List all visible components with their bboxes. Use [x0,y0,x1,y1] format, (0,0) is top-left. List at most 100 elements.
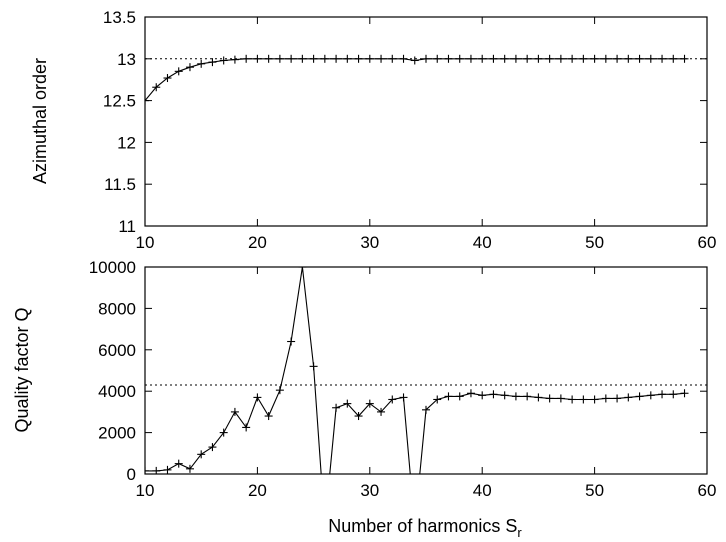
azimuthal-ticks-group: 10 20 30 40 50 60 11 11.5 12 12.5 13 13.5 [103,8,717,252]
azimuthal-series-group [145,54,689,105]
quality-data-point [388,395,397,404]
azimuthal-data-point [320,54,329,63]
azimuthal-x-tick-label: 30 [360,233,379,252]
azimuthal-data-point [152,83,161,92]
azimuthal-y-tick-label: 12.5 [103,92,136,111]
azimuthal-order-panel: 10 20 30 40 50 60 11 11.5 12 12.5 13 13.5 Azimuthal… [30,8,716,252]
azimuthal-data-point [613,54,622,63]
quality-y-tick-label: 0 [127,465,136,484]
quality-data-point [489,390,498,399]
quality-y-tick-label: 10000 [89,258,136,277]
quality-x-tick-label: 60 [698,481,717,500]
quality-ticks-group: 10 20 30 40 50 60 0 2000 4000 6000 8000 10000 [89,258,717,500]
azimuthal-data-point [354,54,363,63]
azimuthal-y-tick-label: 13.5 [103,8,136,27]
quality-data-point [646,391,655,400]
azimuthal-data-point [422,54,430,63]
quality-data-point [230,407,239,416]
quality-data-point [680,389,689,398]
quality-data-point [579,395,588,404]
quality-data-point [669,390,678,399]
quality-x-tick-label: 10 [136,481,155,500]
azimuthal-data-point [230,55,239,64]
azimuthal-data-point [478,54,487,63]
quality-data-point [185,464,194,473]
azimuthal-data-point [377,54,386,63]
quality-data-point [568,395,577,404]
quality-data-point [433,395,442,404]
quality-data-point [590,395,599,404]
azimuthal-data-point [433,54,442,63]
azimuthal-data-point [635,54,644,63]
quality-data-point [242,423,251,432]
azimuthal-data-point [444,54,453,63]
azimuthal-x-tick-label: 60 [698,233,717,252]
quality-x-tick-label: 50 [585,481,604,500]
azimuthal-data-point [309,54,318,63]
azimuthal-data-point [511,54,520,63]
quality-data-point [309,362,318,371]
quality-data-point [365,399,374,408]
azimuthal-data-point [545,54,554,63]
azimuthal-data-point [410,56,419,65]
azimuthal-data-point [489,54,498,63]
quality-data-point [332,403,341,412]
azimuthal-data-point [466,54,475,63]
azimuthal-y-axis-title: Azimuthal order [30,58,50,184]
azimuthal-data-point [523,54,532,63]
azimuthal-data-point [343,54,352,63]
azimuthal-data-point [264,54,273,63]
quality-data-point [478,391,487,400]
quality-data-point [422,405,430,414]
quality-data-point [208,443,217,452]
quality-y-axis-title: Quality factor Q [12,307,32,432]
azimuthal-data-point [534,54,543,63]
azimuthal-data-point [163,74,172,83]
quality-x-tick-label: 20 [248,481,267,500]
quality-data-point [253,393,262,402]
quality-data-point [455,392,464,401]
quality-y-tick-label: 6000 [98,341,136,360]
azimuthal-x-tick-label: 20 [248,233,267,252]
quality-x-tick-label: 30 [360,481,379,500]
quality-data-point [197,450,206,459]
quality-data-point [500,391,509,400]
azimuthal-data-point [399,54,408,63]
azimuthal-data-point [590,54,599,63]
azimuthal-x-tick-label: 50 [585,233,604,252]
quality-factor-panel: 10 20 30 40 50 60 0 2000 4000 6000 8000 10000 Quali… [12,258,716,540]
azimuthal-data-point [388,54,397,63]
quality-data-point [354,412,363,421]
quality-data-point [343,399,352,408]
azimuthal-data-point [174,67,183,76]
azimuthal-data-point [365,54,374,63]
azimuthal-y-tick-label: 11 [118,217,136,236]
azimuthal-data-point [253,54,262,63]
quality-y-tick-label: 4000 [98,382,136,401]
azimuthal-data-point [669,54,678,63]
azimuthal-data-point [219,56,228,65]
quality-plot-frame [144,266,708,475]
azimuthal-data-point [287,54,296,63]
azimuthal-data-point [208,58,217,67]
azimuthal-y-tick-label: 13 [117,50,136,69]
azimuthal-data-point [298,54,307,63]
quality-data-point [624,393,633,402]
azimuthal-data-point [680,54,689,63]
quality-data-point [444,392,453,401]
quality-data-point [534,393,543,402]
azimuthal-data-point [332,54,341,63]
quality-y-tick-label: 8000 [98,299,136,318]
quality-data-point [399,393,408,402]
quality-data-point [556,394,565,403]
quality-data-point [635,392,644,401]
azimuthal-x-tick-label: 40 [473,233,492,252]
azimuthal-data-point [455,54,464,63]
x-axis-title-subscript: r [517,525,522,540]
quality-data-point [163,465,172,474]
quality-data-point [601,394,610,403]
azimuthal-data-point [556,54,565,63]
quality-data-point [545,394,554,403]
quality-data-point [264,412,273,421]
azimuthal-data-point [658,54,667,63]
